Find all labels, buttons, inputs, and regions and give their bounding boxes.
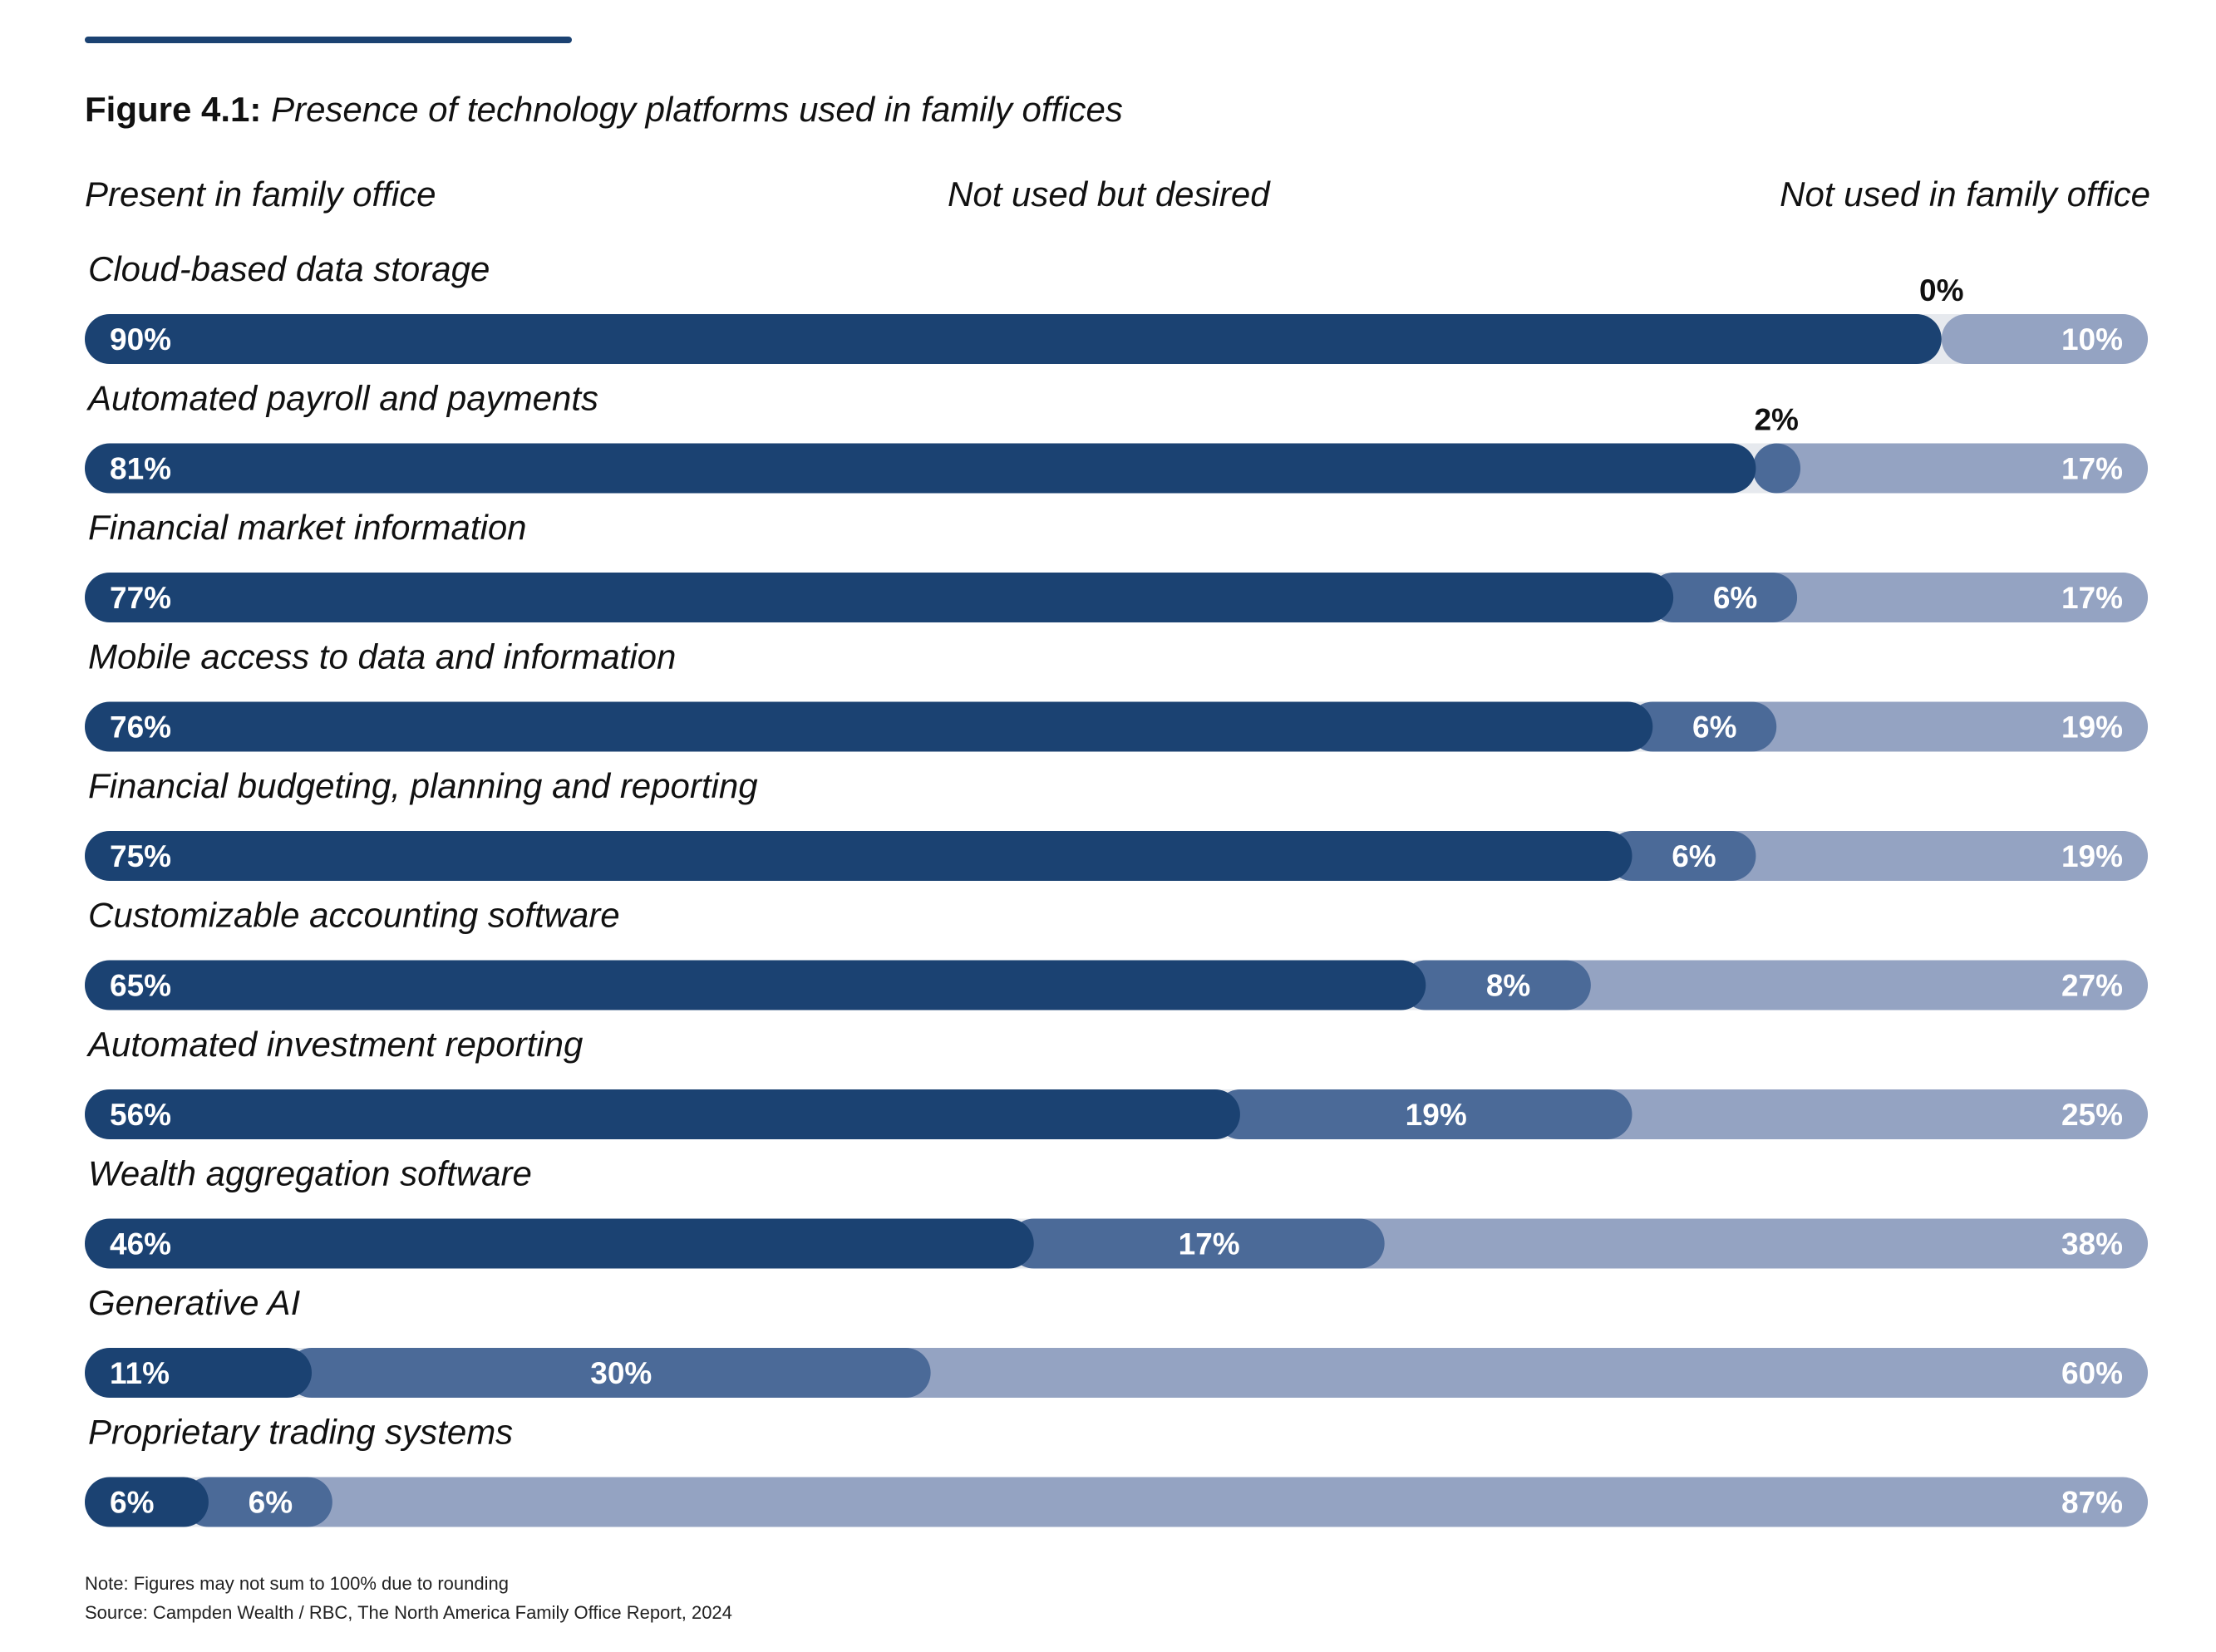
value-label-present: 6%	[110, 1486, 154, 1520]
bar-segment-present	[85, 1348, 313, 1398]
category-label: Cloud-based data storage	[88, 249, 490, 288]
value-label-desired: 30%	[590, 1356, 652, 1390]
category-label: Proprietary trading systems	[88, 1413, 513, 1452]
bar-segment-desired	[287, 1348, 931, 1398]
value-label-not-used: 19%	[2061, 839, 2123, 873]
bar-segment-not-used	[1632, 831, 2148, 881]
legend-not-used: Not used in family office	[1780, 175, 2150, 214]
bar-segment-desired	[1214, 1089, 1632, 1139]
bar-row: Automated investment reporting 56% 19% 25%	[85, 1025, 2148, 1139]
value-label-not-used: 87%	[2061, 1486, 2123, 1520]
value-label-not-used: 10%	[2061, 322, 2123, 356]
value-label-present: 90%	[110, 322, 171, 356]
value-label-not-used: 17%	[2061, 452, 2123, 486]
bar-segment-present	[85, 443, 1756, 494]
bar-row: Financial market information 77% 6% 17%	[85, 508, 2148, 622]
category-label: Generative AI	[88, 1283, 301, 1322]
legend-present: Present in family office	[85, 175, 436, 214]
footnotes: Note: Figures may not sum to 100% due to…	[85, 1569, 732, 1627]
bar-row: Wealth aggregation software 46% 17% 38%	[85, 1154, 2148, 1269]
value-label-desired: 6%	[1672, 839, 1716, 873]
bar-row: Customizable accounting software 65% 8% 27%	[85, 896, 2148, 1010]
bar-segment-present	[85, 701, 1653, 752]
value-label-present: 46%	[110, 1227, 171, 1261]
value-label-present: 65%	[110, 969, 171, 1003]
value-label-present: 81%	[110, 452, 171, 486]
value-label-present: 56%	[110, 1098, 171, 1132]
category-label: Customizable accounting software	[88, 896, 620, 935]
bar-segment-not-used	[1652, 701, 2148, 752]
bar-row: Generative AI 11% 30% 60%	[85, 1283, 2148, 1398]
bar-segment-present	[85, 960, 1426, 1010]
value-label-desired: 6%	[1713, 581, 1757, 615]
bar-row: Mobile access to data and information 76%…	[85, 637, 2148, 752]
bar-segment-present	[85, 1089, 1240, 1139]
value-label-not-used: 17%	[2061, 581, 2123, 615]
figure-label: Figure 4.1:	[85, 90, 262, 129]
bar-row: Cloud-based data storage 90% 0% 10%	[85, 249, 2148, 364]
category-label: Financial market information	[88, 508, 527, 547]
bar-segment-present	[85, 1218, 1034, 1269]
value-label-present: 76%	[110, 710, 171, 745]
figure-title: Figure 4.1: Presence of technology platf…	[85, 90, 1123, 130]
bar-segment-desired	[183, 1477, 332, 1527]
bar-row: Automated payroll and payments 81% 2% 17%	[85, 379, 2148, 494]
bar-segment-desired	[1648, 573, 1798, 622]
bar-segment-desired	[1401, 960, 1591, 1010]
stacked-bar-chart: Cloud-based data storage 90% 0% 10% Automate…	[85, 249, 2149, 1527]
value-label-not-used: 27%	[2061, 969, 2123, 1003]
bar-segment-desired	[1752, 443, 1801, 494]
value-label-desired: 0%	[1919, 273, 1963, 307]
bar-segment-not-used	[1426, 960, 2148, 1010]
figure-title-text: Presence of technology platforms used in…	[271, 90, 1123, 129]
value-label-desired: 19%	[1406, 1098, 1467, 1132]
bar-segment-not-used	[1756, 443, 2148, 494]
bar-segment-desired	[1628, 701, 1777, 752]
category-label: Wealth aggregation software	[88, 1154, 532, 1193]
bar-segment-desired	[1008, 1218, 1385, 1269]
value-label-not-used: 60%	[2061, 1356, 2123, 1390]
top-rule	[85, 37, 572, 43]
value-label-present: 75%	[110, 839, 171, 873]
source-text: Source: Campden Wealth / RBC, The North …	[85, 1602, 732, 1623]
category-label: Automated investment reporting	[86, 1025, 583, 1064]
bar-segment-not-used	[1941, 314, 2148, 364]
value-label-desired: 6%	[249, 1486, 293, 1520]
category-label: Mobile access to data and information	[88, 637, 676, 676]
value-label-present: 11%	[110, 1356, 170, 1390]
bar-segment-present	[85, 573, 1674, 622]
category-label: Automated payroll and payments	[86, 379, 598, 418]
category-label: Financial budgeting, planning and report…	[88, 766, 758, 805]
value-label-desired: 8%	[1486, 969, 1530, 1003]
value-label-desired: 2%	[1754, 403, 1798, 437]
value-label-not-used: 19%	[2061, 710, 2123, 745]
value-label-present: 77%	[110, 581, 171, 615]
bar-segment-present	[85, 314, 1942, 364]
bar-segment-not-used	[208, 1477, 2149, 1527]
value-label-desired: 17%	[1179, 1227, 1240, 1261]
note-text: Note: Figures may not sum to 100% due to…	[85, 1573, 509, 1594]
bar-segment-present	[85, 831, 1632, 881]
bar-segment-present	[85, 1477, 209, 1527]
bar-row: Financial budgeting, planning and report…	[85, 766, 2148, 881]
legend-desired: Not used but desired	[948, 175, 1270, 214]
bar-row: Proprietary trading systems 6% 6% 87%	[85, 1413, 2149, 1527]
bar-segment-desired	[1607, 831, 1756, 881]
value-label-desired: 6%	[1692, 710, 1736, 745]
value-label-not-used: 38%	[2061, 1227, 2123, 1261]
value-label-not-used: 25%	[2061, 1098, 2123, 1132]
